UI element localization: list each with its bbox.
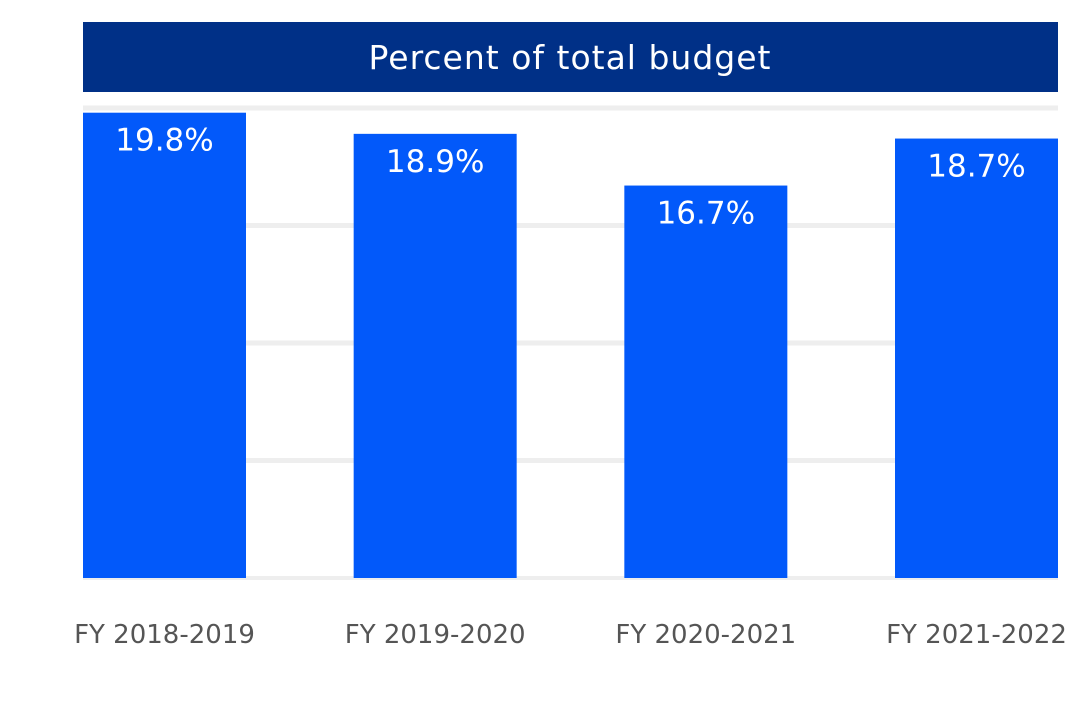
bars — [83, 112, 1058, 579]
value-labels: 19.8% 18.9% 16.7% 18.7% — [115, 123, 1025, 232]
category-label: FY 2019-2020 — [345, 620, 526, 650]
bar — [83, 112, 246, 578]
category-label: FY 2018-2019 — [74, 620, 255, 650]
bar — [353, 133, 517, 578]
bar — [895, 138, 1058, 579]
category-label: FY 2021-2022 — [886, 620, 1067, 650]
category-labels: FY 2018-2019 FY 2019-2020 FY 2020-2021 FY 2… — [74, 620, 1067, 650]
bar-value-label: 19.8% — [115, 123, 213, 159]
bar — [624, 185, 788, 579]
bar-value-label: 18.9% — [386, 144, 484, 180]
bar-value-label: 16.7% — [657, 196, 755, 232]
title-banner — [83, 22, 1058, 92]
bar-value-label: 18.7% — [927, 149, 1025, 185]
category-label: FY 2020-2021 — [615, 620, 796, 650]
chart-title: Percent of total budget — [369, 38, 772, 77]
